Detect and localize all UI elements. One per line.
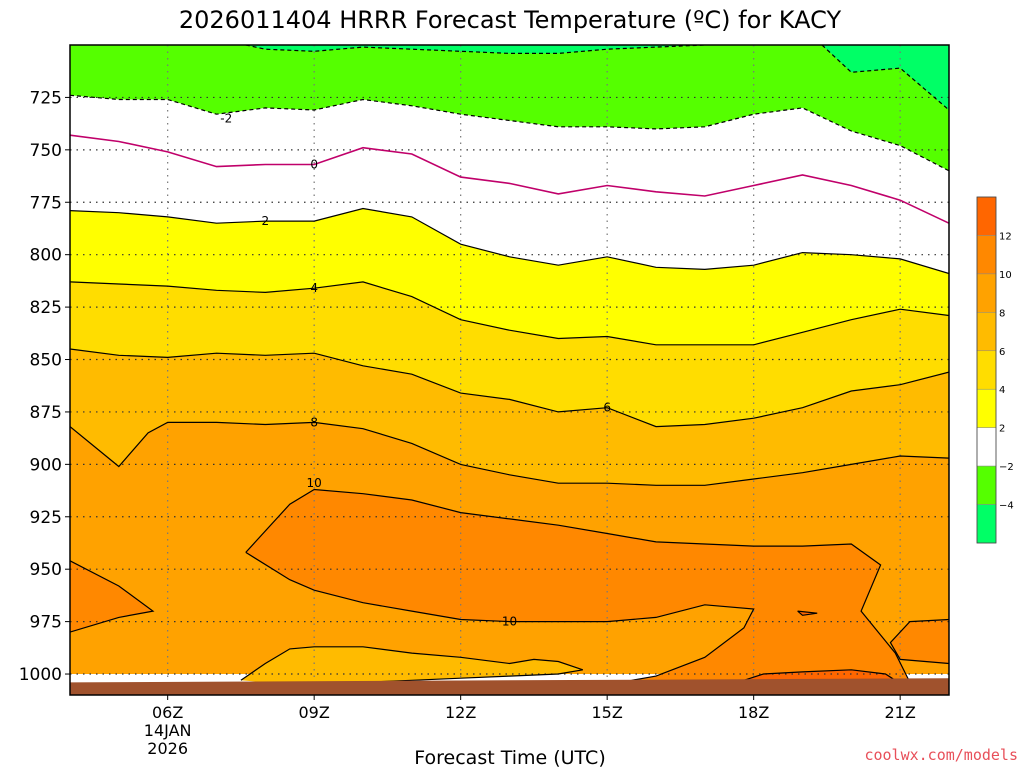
- band-6-to-8-surface: [240, 646, 583, 683]
- colorbar-swatch: [976, 350, 997, 390]
- colorbar-label: 10: [999, 270, 1012, 281]
- band-2-to-4: [70, 208, 949, 345]
- band-10-to-12-core: [245, 489, 910, 683]
- x-year-label: 2026: [147, 739, 188, 758]
- colorbar-label: 12: [999, 231, 1012, 242]
- y-tick-label: 900: [30, 455, 62, 475]
- colorbar-label: 2: [999, 424, 1005, 435]
- contour-line: [70, 348, 949, 428]
- y-tick-label: 825: [30, 298, 62, 318]
- contour-label: 0: [310, 158, 318, 172]
- colorbar-label: −4: [999, 501, 1014, 512]
- contour-line: [797, 610, 818, 616]
- y-tick-label: 950: [30, 560, 62, 580]
- y-tick-label: 775: [30, 193, 62, 213]
- band-neg2-to-0: [70, 95, 949, 224]
- colorbar-swatch: [976, 465, 997, 505]
- band-10-to-12-right: [890, 619, 949, 664]
- contour-line: [70, 94, 949, 172]
- colorbar: 12 10 8 6 4 2 −2 −4: [976, 196, 1014, 544]
- plot-frame: [69, 44, 950, 696]
- colorbar-swatch: [976, 427, 997, 467]
- contour-line: [245, 45, 705, 54]
- colorbar-label: −2: [999, 462, 1014, 473]
- y-tick-label: 800: [30, 246, 62, 266]
- band-10-to-12-left: [70, 560, 153, 633]
- contour-label: 8: [310, 415, 318, 429]
- colorbar-label: 6: [999, 347, 1005, 358]
- contour-line: [743, 669, 896, 681]
- contour-line: [240, 646, 583, 683]
- x-tick-label: 18Z: [738, 703, 769, 722]
- contour-label: 10: [307, 476, 322, 490]
- contour-lines: -2 0 2 4 6 8 10 10: [70, 45, 949, 683]
- x-date-label: 14JAN: [144, 721, 192, 740]
- contour-label: -2: [220, 111, 232, 125]
- y-tick-label: 975: [30, 613, 62, 633]
- y-tick-label: 925: [30, 508, 62, 528]
- y-tick-label: 725: [30, 88, 62, 108]
- band-0-to-2: [70, 135, 949, 274]
- contour-label: 2: [262, 214, 270, 228]
- chart-title: 2026011404 HRRR Forecast Temperature (ºC…: [179, 6, 842, 34]
- colorbar-swatch: [976, 504, 997, 544]
- contour-line: [70, 281, 949, 346]
- contour-line: [70, 207, 949, 275]
- contour-line: [245, 551, 755, 681]
- y-tick-label: 750: [30, 141, 62, 161]
- x-tick-label: 12Z: [445, 703, 476, 722]
- contour-line: [70, 134, 949, 224]
- colorbar-label: 8: [999, 308, 1005, 319]
- colorbar-swatch: [976, 273, 997, 313]
- colorbar-swatch: [976, 388, 997, 428]
- colorbar-swatch: [976, 196, 997, 236]
- colorbar-label: 4: [999, 385, 1005, 396]
- contour-line: [245, 488, 911, 683]
- band-neg4-to-neg2: [70, 45, 949, 171]
- credit-label: coolwx.com/models: [864, 746, 1018, 764]
- contour-label: 6: [603, 401, 611, 415]
- x-tick-label: 06Z: [152, 703, 183, 722]
- x-tick-label: 09Z: [299, 703, 330, 722]
- contour-label: 10: [502, 615, 517, 629]
- ground-surface: [70, 678, 949, 695]
- colorbar-swatch: [976, 235, 997, 275]
- x-axis-title: Forecast Time (UTC): [414, 747, 605, 768]
- band-below-neg6-corner: [822, 45, 949, 110]
- contour-line: [70, 560, 155, 633]
- x-tick-label: 15Z: [592, 703, 623, 722]
- grid-lines: [70, 45, 949, 695]
- band-4-to-6: [70, 281, 949, 427]
- contour-line: [889, 618, 949, 665]
- contour-line: [821, 45, 949, 111]
- colorbar-frame: [976, 196, 997, 544]
- colorbar-swatch: [976, 312, 997, 352]
- x-tick-label: 21Z: [885, 703, 916, 722]
- y-tick-label: 850: [30, 351, 62, 371]
- y-tick-label: 1000: [19, 665, 62, 685]
- surface-fill: [70, 678, 949, 695]
- y-axis: 725 750 775 800 825 850 875 900 925 950 975 1000: [19, 88, 70, 685]
- contour-label: 4: [310, 281, 318, 295]
- temperature-bands: [70, 45, 949, 683]
- band-6-to-8: [70, 349, 949, 486]
- y-tick-label: 875: [30, 403, 62, 423]
- contour-line: [70, 421, 949, 486]
